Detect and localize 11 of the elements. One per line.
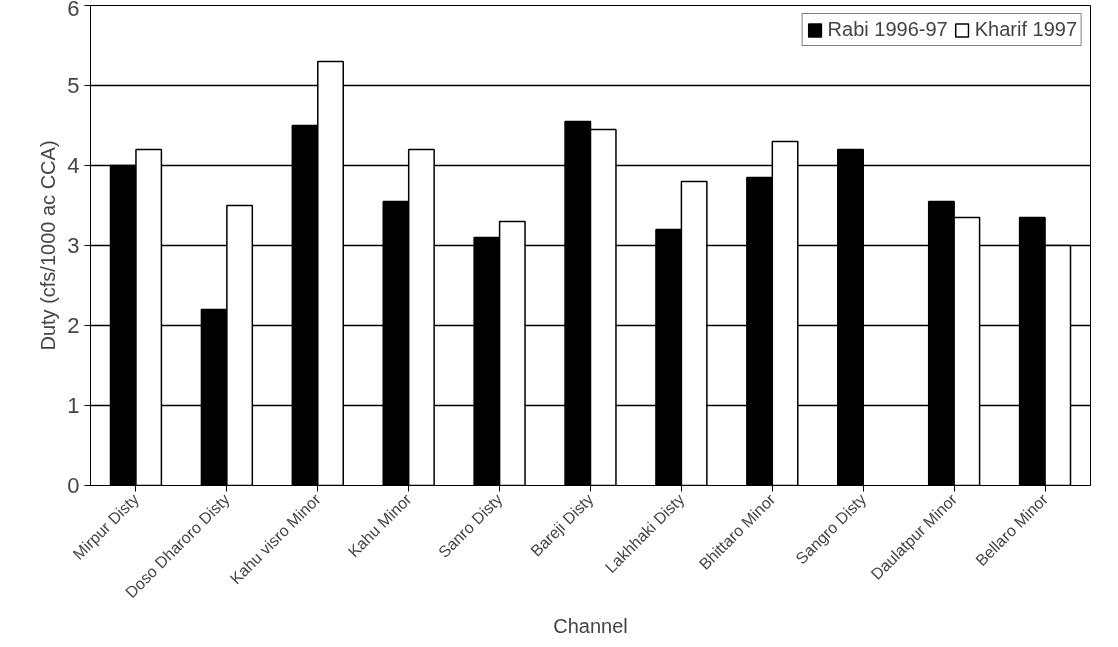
y-tick-label: 4 bbox=[67, 153, 80, 178]
y-tick-label: 0 bbox=[67, 473, 80, 498]
y-tick-label: 2 bbox=[67, 313, 80, 338]
y-tick-label: 5 bbox=[67, 73, 80, 98]
y-tick-label: 3 bbox=[67, 233, 80, 258]
y-tick-label: 6 bbox=[67, 0, 80, 21]
legend-label: Kharif 1997 bbox=[974, 18, 1077, 41]
x-axis-title: Channel bbox=[553, 615, 628, 638]
y-axis-title: Duty (cfs/1000 ac CCA) bbox=[37, 140, 60, 351]
y-tick-label: 1 bbox=[67, 393, 80, 418]
legend-label: Rabi 1996-97 bbox=[827, 18, 948, 41]
